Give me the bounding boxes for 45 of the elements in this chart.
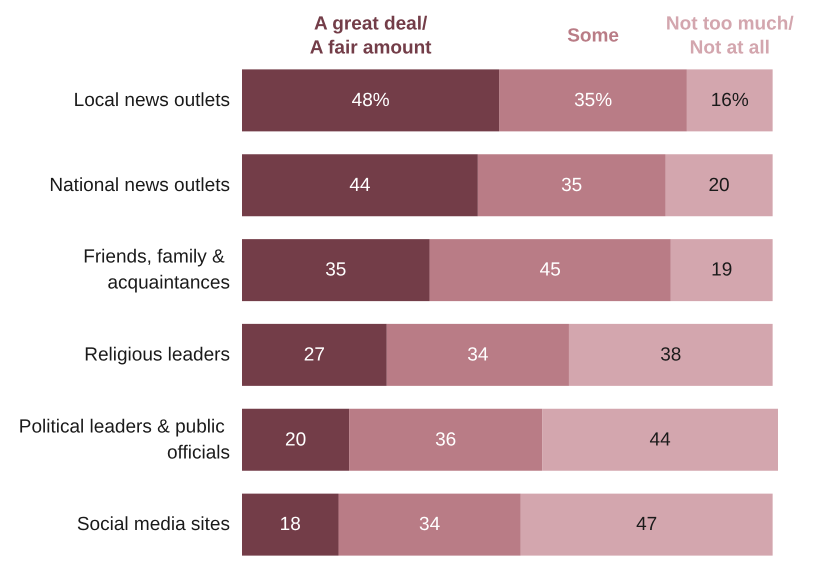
- data-label: 16%: [710, 90, 749, 111]
- bar: [349, 408, 542, 471]
- data-label: 19: [711, 260, 732, 281]
- bar: [386, 324, 569, 386]
- data-label: 20: [285, 429, 306, 450]
- data-label: 35: [325, 260, 346, 281]
- bar: [242, 69, 500, 132]
- bar: [242, 154, 478, 216]
- bar: [430, 239, 671, 302]
- data-label: 20: [708, 174, 730, 196]
- bar: [478, 154, 666, 216]
- series-label: A great deal/ A fair amount: [310, 14, 432, 58]
- bar: [686, 69, 773, 132]
- series-label: Some: [567, 26, 619, 46]
- data-label: 34: [419, 514, 441, 536]
- y-tick-label: Friends, family & acquaintances: [83, 246, 230, 294]
- y-tick-label: Political leaders & public officials: [18, 416, 230, 464]
- y-tick-label: Social media sites: [76, 514, 230, 536]
- data-label: 34: [467, 344, 489, 366]
- data-label: 44: [650, 429, 672, 450]
- data-label: 48%: [352, 90, 390, 111]
- data-label: 44: [349, 174, 371, 196]
- data-label: 27: [304, 344, 325, 366]
- data-label: 45: [540, 260, 561, 281]
- data-label: 18: [280, 514, 301, 536]
- bar: [568, 324, 773, 386]
- y-tick-label: Religious leaders: [84, 344, 230, 366]
- series-label: Not too much/ Not at all: [666, 14, 794, 58]
- data-label: 35%: [574, 90, 612, 111]
- bar: [542, 408, 778, 471]
- bar: [242, 239, 430, 302]
- data-label: 35: [561, 174, 582, 196]
- data-label: 36: [435, 429, 456, 450]
- data-label: 38: [660, 344, 682, 366]
- y-tick-label: Local news outlets: [74, 90, 230, 111]
- bar: [665, 154, 773, 216]
- bar: [242, 408, 350, 471]
- data-label: 47: [636, 514, 658, 536]
- y-tick-label: National news outlets: [49, 174, 230, 196]
- bar: [338, 494, 521, 556]
- bar: [670, 239, 773, 302]
- bar: [499, 69, 687, 132]
- bar: [520, 494, 773, 556]
- bar: [242, 324, 387, 386]
- bar: [242, 494, 338, 556]
